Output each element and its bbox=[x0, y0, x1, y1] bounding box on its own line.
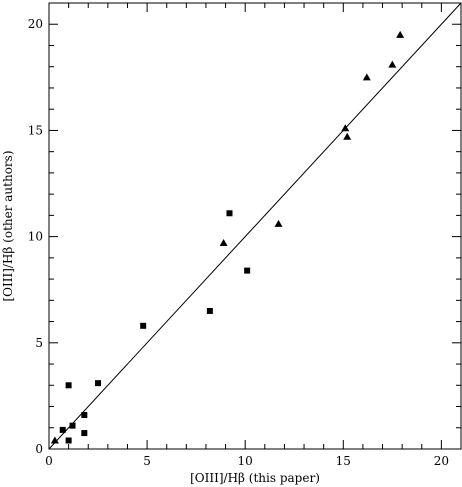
y-tick-label: 20 bbox=[28, 17, 43, 31]
plot-frame bbox=[48, 2, 462, 450]
triangle-marker bbox=[396, 30, 405, 38]
square-marker bbox=[244, 267, 251, 274]
x-tick-label: 20 bbox=[434, 454, 449, 468]
square-marker bbox=[95, 380, 102, 387]
triangle-marker bbox=[388, 60, 397, 68]
square-marker bbox=[140, 322, 147, 329]
triangle-marker bbox=[219, 238, 228, 246]
square-marker bbox=[206, 307, 213, 314]
x-axis-label: [OIII]/Hβ (this paper) bbox=[190, 471, 320, 485]
triangle-marker bbox=[343, 132, 352, 140]
axis-ticks bbox=[48, 2, 462, 450]
tick-labels: 0 5 10 15 20 0 5 10 15 20 bbox=[28, 17, 449, 468]
triangle-marker bbox=[341, 124, 350, 132]
triangle-marker bbox=[50, 436, 59, 444]
y-tick-label: 15 bbox=[28, 123, 43, 137]
square-marker bbox=[226, 210, 233, 217]
square-marker bbox=[81, 412, 88, 419]
y-tick-label: 10 bbox=[28, 230, 43, 244]
y-tick-label: 0 bbox=[35, 442, 43, 456]
x-tick-label: 15 bbox=[336, 454, 351, 468]
triangle-marker bbox=[274, 219, 283, 227]
y-axis-label: [OIII]/Hβ (other authors) bbox=[1, 150, 15, 301]
y-tick-label: 5 bbox=[35, 336, 43, 350]
square-marker bbox=[81, 430, 88, 437]
triangle-marker bbox=[362, 73, 371, 81]
square-marker bbox=[59, 426, 66, 433]
square-marker bbox=[69, 422, 76, 429]
x-tick-label: 5 bbox=[143, 454, 151, 468]
x-tick-label: 10 bbox=[238, 454, 253, 468]
identity-line bbox=[48, 2, 462, 450]
x-tick-label: 0 bbox=[45, 454, 53, 468]
square-marker bbox=[65, 382, 72, 389]
square-marker bbox=[65, 437, 72, 444]
data-points bbox=[50, 30, 405, 444]
